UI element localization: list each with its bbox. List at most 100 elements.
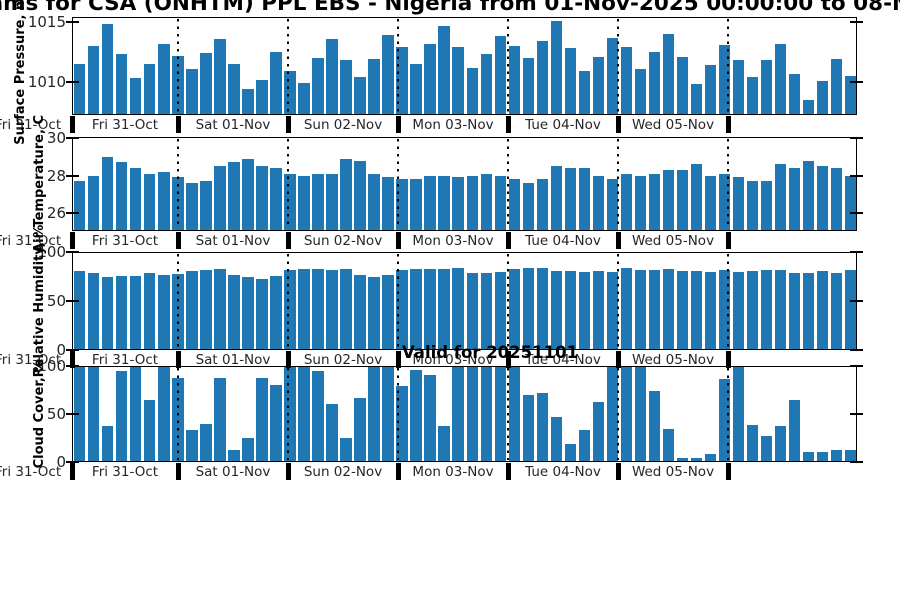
bar — [410, 369, 422, 462]
x-day-label-clipped: Fri 31-Oct — [0, 233, 62, 249]
x-day-label: Sun 02-Nov — [303, 233, 383, 249]
bar — [102, 426, 114, 462]
bar — [732, 177, 745, 231]
bar — [186, 68, 198, 115]
day-boundary-tick — [69, 116, 75, 133]
bar — [116, 54, 128, 115]
bar — [732, 60, 745, 115]
y-tick-label: 1010 — [27, 73, 66, 91]
bar — [396, 179, 408, 231]
bar — [256, 79, 268, 115]
bar — [802, 160, 815, 231]
x-day-label-clipped: Fri 31-Oct — [0, 464, 62, 480]
validity-annotation: Valid for 20251101 — [401, 343, 579, 362]
bar — [494, 366, 506, 462]
day-boundary-tick — [725, 351, 731, 368]
day-boundary-gridline — [507, 139, 510, 229]
bar — [354, 397, 366, 462]
y-tick-label: 26 — [46, 204, 66, 223]
bar — [788, 73, 801, 115]
y-tick-mark-left — [66, 174, 79, 177]
y-tick-mark-left — [66, 461, 79, 463]
bar — [298, 268, 310, 350]
bar — [690, 270, 703, 350]
bar — [508, 366, 520, 462]
y-tick-mark-right — [850, 21, 863, 24]
day-boundary-tick — [615, 116, 621, 133]
y-tick-label: 28 — [46, 166, 66, 185]
x-day-label: Sat 01-Nov — [195, 117, 271, 133]
bar — [340, 60, 352, 115]
x-day-label: Sat 01-Nov — [195, 464, 271, 480]
bar — [88, 272, 100, 350]
x-day-label: Tue 04-Nov — [525, 352, 601, 368]
bar — [326, 404, 338, 462]
bar — [844, 175, 857, 231]
day-boundary-gridline — [397, 139, 400, 229]
bar — [228, 450, 240, 462]
day-boundary-tick — [505, 232, 511, 249]
y-tick-mark-right — [850, 81, 863, 83]
bar — [340, 268, 352, 350]
bar — [382, 35, 394, 115]
bar — [466, 175, 478, 231]
bar — [816, 452, 829, 462]
bar — [802, 100, 815, 115]
bar — [312, 268, 324, 350]
bar — [242, 438, 254, 462]
bar — [494, 36, 506, 115]
bar — [256, 377, 268, 462]
bar — [802, 272, 815, 350]
bar — [508, 179, 520, 231]
bar — [620, 366, 633, 462]
bar — [620, 47, 633, 115]
day-boundary-tick — [175, 351, 181, 368]
day-boundary-tick — [725, 463, 731, 480]
y-tick-mark-left — [66, 349, 79, 351]
bar — [284, 269, 296, 350]
day-boundary-gridline — [507, 368, 510, 460]
day-boundary-tick — [285, 232, 291, 249]
bar — [228, 274, 240, 350]
bar — [508, 268, 520, 350]
bar — [844, 450, 857, 462]
bar — [410, 179, 422, 231]
day-boundary-tick — [615, 351, 621, 368]
x-day-label: Tue 04-Nov — [525, 117, 601, 133]
bar — [718, 379, 731, 462]
bar — [704, 271, 717, 350]
bar — [382, 177, 394, 231]
bar — [620, 173, 633, 231]
bar — [494, 175, 506, 231]
bar — [158, 171, 170, 231]
bar — [438, 268, 450, 350]
y-tick-mark-left — [66, 21, 79, 24]
bar — [704, 175, 717, 231]
bar — [214, 38, 226, 115]
day-boundary-gridline — [287, 139, 290, 229]
bar — [368, 173, 380, 231]
bar — [676, 169, 689, 231]
bar — [130, 78, 142, 115]
day-boundary-gridline — [617, 139, 620, 229]
bar — [620, 267, 633, 350]
bar — [354, 77, 366, 115]
day-boundary-tick — [285, 463, 291, 480]
day-boundary-tick — [175, 116, 181, 133]
day-boundary-tick — [175, 463, 181, 480]
x-day-label: Wed 05-Nov — [631, 117, 715, 133]
bar — [634, 366, 647, 462]
bar — [438, 425, 450, 462]
x-day-label: Fri 31-Oct — [91, 233, 159, 249]
bar — [242, 158, 254, 231]
bar — [578, 430, 591, 462]
y-tick-label: 0 — [56, 453, 66, 471]
bar — [186, 430, 198, 462]
bar — [298, 366, 310, 462]
bar — [746, 77, 759, 115]
bar — [830, 59, 843, 115]
bar — [438, 175, 450, 231]
y-tick-mark-right — [850, 174, 863, 177]
bar — [354, 274, 366, 350]
bar — [424, 175, 436, 231]
